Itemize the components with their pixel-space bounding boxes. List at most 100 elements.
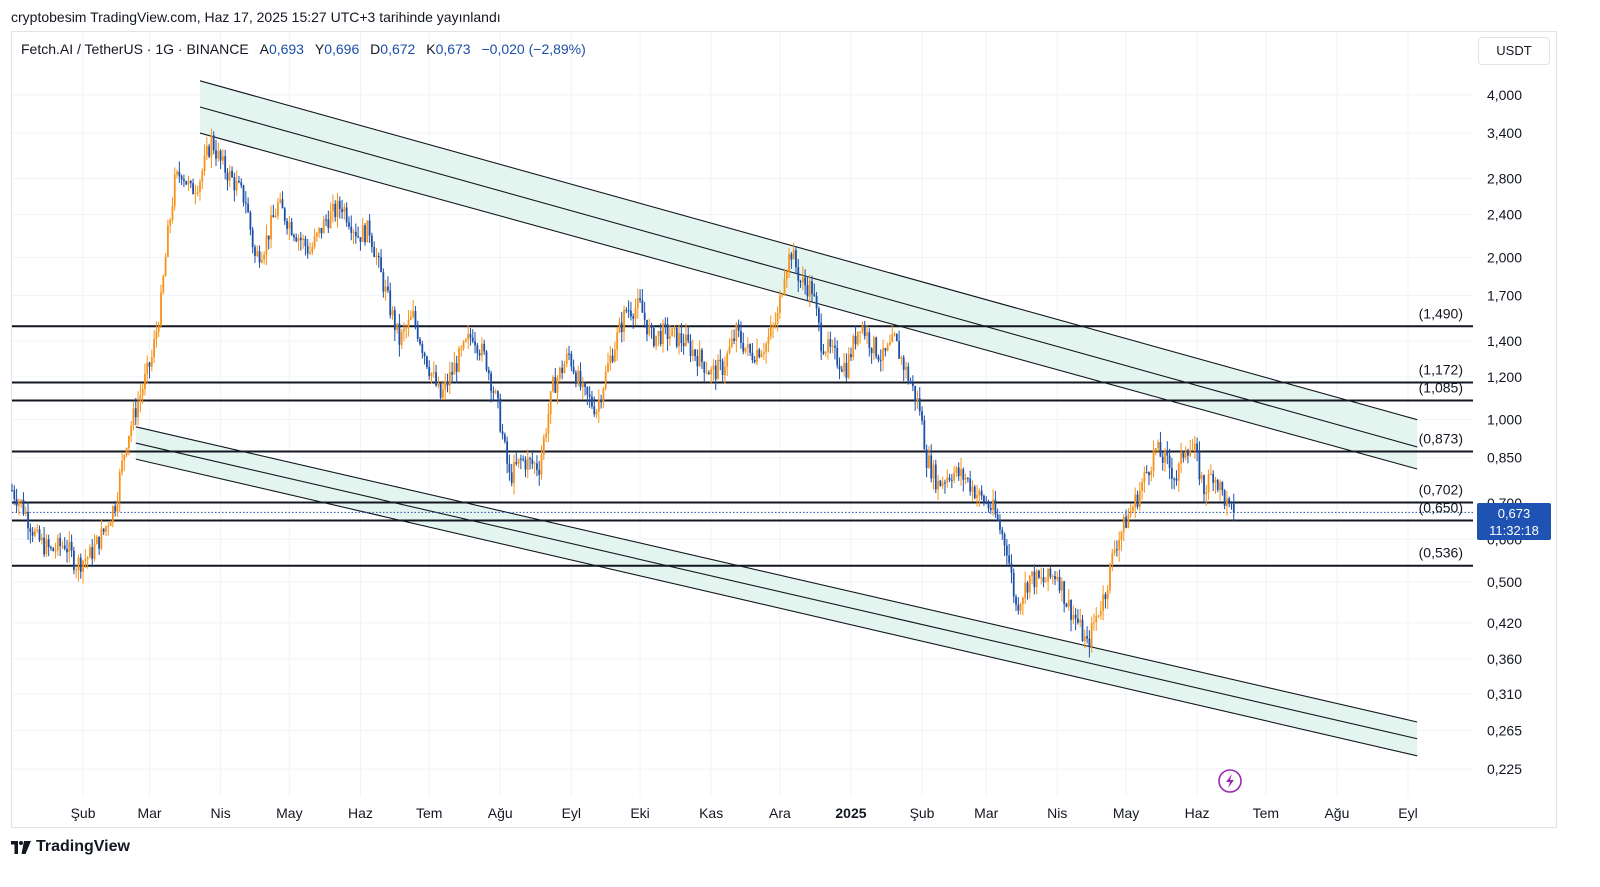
candle-body — [545, 433, 548, 438]
candle-body — [875, 337, 878, 357]
candle-body — [421, 344, 424, 353]
candle-body — [946, 477, 949, 483]
candle-body — [144, 373, 146, 389]
candle-body — [387, 286, 389, 291]
x-tick-label: Ağu — [1324, 805, 1349, 821]
candle-body — [1056, 576, 1059, 580]
candle-body — [194, 192, 197, 195]
candle-body — [815, 295, 818, 309]
candle-body — [1168, 455, 1171, 468]
candle-body — [485, 351, 488, 370]
candle-body — [1145, 472, 1148, 474]
candle-body — [481, 343, 483, 356]
candle-body — [437, 382, 440, 386]
candle-body — [524, 459, 527, 470]
x-tick-label: Eyl — [562, 805, 581, 821]
candle-body — [595, 411, 598, 415]
candle-body — [373, 247, 376, 257]
candle-body — [579, 370, 582, 388]
x-tick-label: Eyl — [1398, 805, 1417, 821]
candle-body — [412, 311, 415, 318]
candle-body — [455, 363, 458, 372]
candle-body — [1015, 596, 1017, 605]
candle-body — [173, 174, 176, 206]
candle-body — [341, 208, 343, 213]
candle-body — [776, 312, 779, 324]
candle-body — [52, 548, 55, 552]
candle-body — [286, 221, 288, 229]
currency-button[interactable]: USDT — [1478, 37, 1550, 65]
candle-body — [882, 348, 884, 361]
candle-body — [499, 398, 502, 432]
candle-body — [1083, 636, 1086, 642]
y-tick-label: 1,000 — [1487, 412, 1522, 428]
symbol-legend: Fetch.AI / TetherUS · 1G · BINANCE A0,69… — [21, 41, 586, 57]
candle-body — [281, 199, 284, 209]
candle-body — [847, 354, 850, 378]
candle-body — [728, 346, 731, 354]
candle-body — [978, 490, 981, 496]
candle-body — [89, 547, 91, 558]
candle-body — [529, 458, 531, 460]
candle-body — [1097, 615, 1100, 617]
x-tick-label: Tem — [416, 805, 442, 821]
candle-body — [1173, 478, 1176, 480]
candle-body — [1005, 545, 1008, 556]
candle-body — [403, 328, 405, 332]
candle-body — [370, 235, 373, 248]
candle-body — [231, 170, 233, 178]
candle-body — [1198, 451, 1201, 480]
candle-body — [779, 295, 781, 313]
y-tick-label: 4,000 — [1487, 87, 1522, 103]
candle-body — [212, 135, 215, 151]
candle-body — [886, 344, 889, 351]
candle-body — [503, 434, 506, 442]
candle-body — [508, 463, 511, 473]
channel-line-upper-mid — [199, 106, 1418, 448]
x-tick-label: May — [276, 805, 302, 821]
candle-body — [634, 308, 637, 319]
candle-body — [872, 337, 875, 354]
candle-body — [648, 325, 651, 335]
candle-body — [552, 377, 554, 392]
lightning-event-icon[interactable] — [1218, 769, 1242, 793]
candle-body — [63, 545, 66, 549]
candle-body — [1095, 615, 1098, 623]
candle-body — [1038, 570, 1040, 578]
candle-body — [726, 353, 729, 367]
candle-body — [1063, 581, 1066, 604]
candle-body — [517, 458, 520, 464]
candle-body — [109, 522, 112, 527]
candle-body — [490, 373, 492, 392]
candle-body — [224, 156, 227, 173]
candle-body — [1141, 482, 1143, 491]
candle-body — [836, 347, 839, 366]
candle-body — [1132, 507, 1134, 512]
candle-body — [1079, 619, 1082, 623]
candle-body — [180, 176, 183, 180]
tradingview-brand[interactable]: TradingView — [11, 838, 130, 856]
candle-body — [735, 324, 738, 341]
candle-body — [1221, 482, 1224, 491]
candle-body — [478, 353, 481, 356]
candle-body — [678, 333, 680, 347]
candle-body — [712, 365, 715, 370]
candle-body — [329, 211, 332, 228]
candle-body — [983, 495, 985, 503]
candle-body — [799, 280, 802, 283]
candle-body — [850, 354, 852, 358]
y-tick-label: 3,400 — [1487, 125, 1522, 141]
candle-body — [1017, 604, 1020, 611]
candle-body — [274, 215, 277, 218]
candle-body — [221, 156, 224, 161]
candle-body — [756, 349, 758, 363]
symbol-name[interactable]: Fetch.AI / TetherUS · 1G · BINANCE — [21, 41, 249, 57]
candle-body — [368, 220, 371, 236]
x-tick-label: 2025 — [835, 805, 866, 821]
candle-body — [132, 408, 135, 426]
candle-body — [852, 335, 855, 358]
candle-body — [116, 500, 119, 512]
candle-body — [348, 222, 350, 227]
candle-body — [327, 219, 330, 228]
